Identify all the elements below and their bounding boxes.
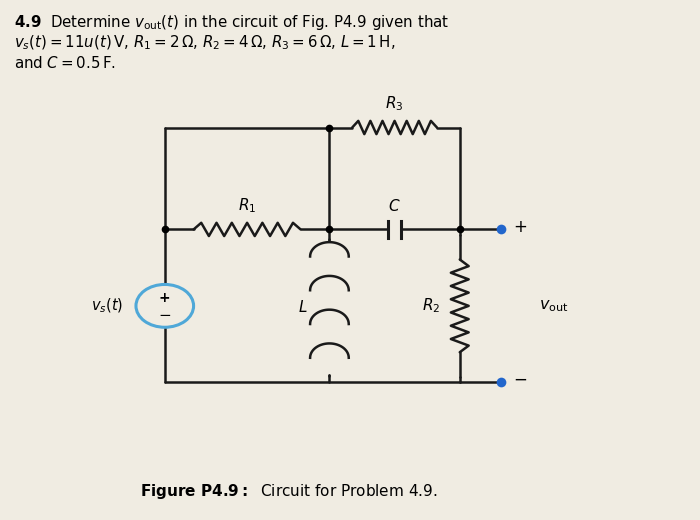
Text: −: − (158, 307, 172, 322)
Text: $v_s(t)$: $v_s(t)$ (92, 297, 124, 315)
Text: $R_1$: $R_1$ (238, 197, 256, 215)
Text: $C$: $C$ (389, 198, 401, 214)
Text: +: + (513, 218, 527, 236)
Text: $\mathbf{4.9}$  Determine $v_{\mathrm{out}}(t)$ in the circuit of Fig. P4.9 give: $\mathbf{4.9}$ Determine $v_{\mathrm{out… (14, 13, 449, 32)
Text: $v_s(t) = 11u(t)\,\mathrm{V}$, $R_1 = 2\,\Omega$, $R_2 = 4\,\Omega$, $R_3 = 6\,\: $v_s(t) = 11u(t)\,\mathrm{V}$, $R_1 = 2\… (14, 34, 395, 52)
Text: +: + (159, 291, 171, 305)
Text: $v_{\mathrm{out}}$: $v_{\mathrm{out}}$ (539, 298, 568, 314)
Text: and $C = 0.5\,\mathrm{F}$.: and $C = 0.5\,\mathrm{F}$. (14, 55, 116, 71)
Text: $R_2$: $R_2$ (422, 296, 440, 315)
Text: $R_3$: $R_3$ (386, 95, 404, 113)
Text: $\mathbf{Figure\ P4.9:}$  Circuit for Problem 4.9.: $\mathbf{Figure\ P4.9:}$ Circuit for Pro… (140, 482, 438, 501)
Text: −: − (513, 371, 527, 389)
Text: $L$: $L$ (298, 299, 307, 315)
